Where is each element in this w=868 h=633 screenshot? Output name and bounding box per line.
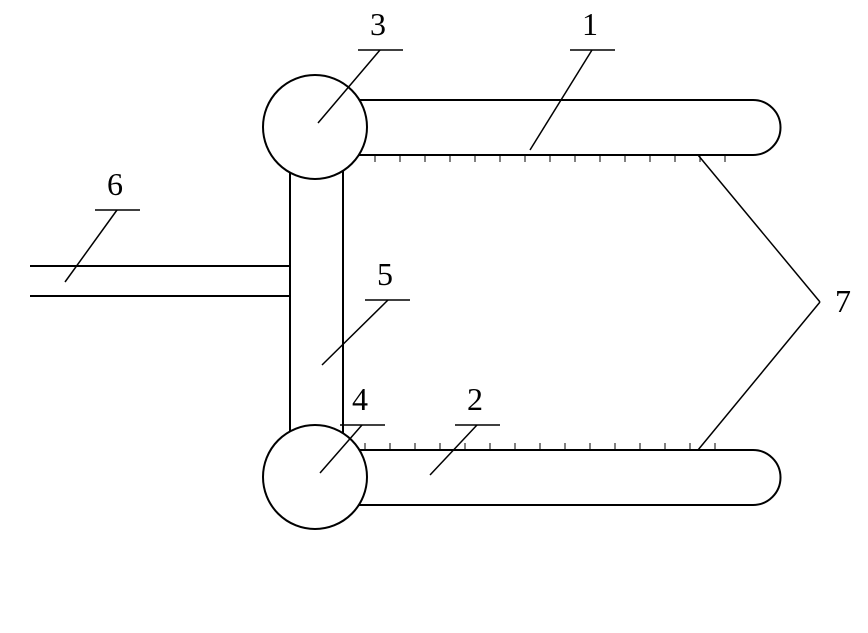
arm-top-cap <box>753 100 781 155</box>
diagram-svg: 1 2 3 4 5 6 7 <box>0 0 868 633</box>
label-7-leader-bottom <box>698 302 820 450</box>
label-1-label: 1 <box>582 6 598 42</box>
label-3-label: 3 <box>370 6 386 42</box>
label-5-leader <box>322 300 388 365</box>
label-7-label: 7 <box>835 283 851 319</box>
hinge-top-circle <box>263 75 367 179</box>
label-7-leader-top <box>698 155 820 302</box>
arm-bottom-cap <box>753 450 781 505</box>
hinge-bottom-circle <box>263 425 367 529</box>
label-5-label: 5 <box>377 256 393 292</box>
label-6-label: 6 <box>107 166 123 202</box>
label-6-leader <box>65 210 117 282</box>
label-2-label: 2 <box>467 381 483 417</box>
label-4-label: 4 <box>352 381 368 417</box>
